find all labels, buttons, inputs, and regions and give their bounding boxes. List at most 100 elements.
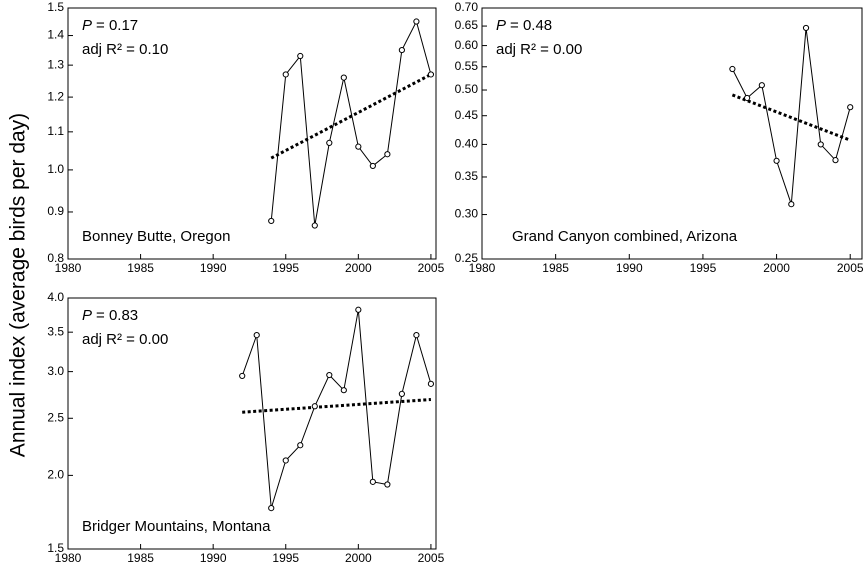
site-label: Bonney Butte, Oregon [82, 228, 230, 245]
series [729, 24, 854, 208]
data-line [241, 309, 432, 509]
trend-line [242, 398, 432, 414]
y-tick-label: 3.5 [47, 324, 64, 338]
data-point [832, 157, 839, 164]
y-tick-label: 1.5 [47, 0, 64, 14]
site-label: Bridger Mountains, Montana [82, 518, 271, 535]
x-tick-label: 2005 [418, 261, 445, 275]
data-point [355, 306, 362, 313]
y-tick-label: 0.70 [455, 0, 479, 14]
y-tick-label: 0.60 [455, 38, 479, 52]
data-point [384, 481, 391, 488]
data-point [355, 143, 362, 150]
y-tick-label: 1.3 [47, 57, 64, 71]
x-tick-label: 2000 [763, 261, 790, 275]
trend-line [270, 73, 432, 160]
x-tick-label: 1985 [542, 261, 569, 275]
y-tick-label: 1.1 [47, 124, 64, 138]
data-point [817, 141, 824, 148]
x-tick-label: 2000 [345, 261, 372, 275]
plot-frame [67, 7, 437, 260]
y-tick-label: 1.4 [47, 28, 64, 42]
y-tick-label: 0.40 [455, 137, 479, 151]
p-value: P = 0.17 [82, 17, 138, 34]
data-point [326, 139, 333, 146]
data-point [311, 403, 318, 410]
y-tick-label: 0.55 [455, 59, 479, 73]
x-tick-label: 1980 [469, 261, 496, 275]
data-point [788, 201, 795, 208]
series [239, 306, 435, 512]
y-tick-label: 0.50 [455, 82, 479, 96]
p-value: P = 0.83 [82, 307, 138, 324]
site-label: Grand Canyon combined, Arizona [512, 228, 738, 245]
data-point [239, 372, 246, 380]
y-tick-label: 3.0 [47, 364, 64, 378]
x-tick-label: 2005 [418, 551, 445, 565]
data-point [268, 504, 275, 512]
data-point [311, 222, 318, 229]
x-tick-label: 2000 [345, 551, 372, 565]
y-tick-label: 4.0 [47, 290, 64, 304]
x-tick-label: 1985 [127, 261, 154, 275]
y-tick-label: 2.5 [47, 410, 64, 424]
p-symbol: P [496, 17, 506, 34]
x-tick-label: 1995 [690, 261, 717, 275]
y-tick-label: 0.30 [455, 207, 479, 221]
data-point [340, 74, 347, 81]
x-tick-label: 1990 [616, 261, 643, 275]
x-tick-label: 1990 [200, 261, 227, 275]
data-point [282, 71, 289, 78]
plot-frame [481, 7, 863, 260]
data-point [369, 478, 376, 485]
data-point [297, 442, 304, 449]
data-point [340, 387, 347, 394]
data-point [384, 151, 391, 158]
data-line [270, 20, 432, 226]
p-value: P = 0.48 [496, 17, 552, 34]
trend-line [731, 93, 851, 142]
p-symbol: P [82, 307, 92, 324]
data-point [297, 52, 304, 60]
plot-frame [67, 297, 437, 550]
p-symbol: P [82, 17, 92, 34]
y-tick-label: 2.0 [47, 468, 64, 482]
x-tick-label: 1980 [55, 261, 82, 275]
data-point [282, 457, 289, 464]
r2-value: adj R² = 0.00 [82, 331, 168, 348]
y-tick-label: 0.45 [455, 108, 479, 122]
y-tick-label: 0.25 [455, 251, 479, 265]
y-tick-label: 0.9 [47, 204, 64, 218]
y-tick-label: 0.65 [455, 18, 479, 32]
p-text: = 0.83 [96, 307, 138, 324]
data-point [427, 71, 435, 78]
data-point [729, 65, 736, 73]
x-tick-label: 1990 [200, 551, 227, 565]
data-point [744, 94, 751, 102]
data-point [773, 157, 780, 164]
x-tick-label: 1985 [127, 551, 154, 565]
y-tick-label: 1.5 [47, 541, 64, 555]
series [268, 18, 435, 229]
data-point [398, 390, 405, 397]
data-point [802, 24, 810, 32]
r2-value: adj R² = 0.00 [496, 41, 582, 58]
y-tick-label: 0.8 [47, 251, 64, 265]
data-point [268, 217, 275, 225]
data-point [398, 46, 405, 54]
y-tick-label: 0.35 [455, 169, 479, 183]
data-point [253, 332, 260, 339]
data-point [847, 104, 854, 111]
data-point [758, 82, 765, 89]
x-tick-label: 1980 [55, 551, 82, 565]
r2-value: adj R² = 0.10 [82, 41, 168, 58]
y-tick-label: 1.0 [47, 162, 64, 176]
x-tick-label: 2005 [837, 261, 864, 275]
y-axis-label: Annual index (average birds per day) [7, 113, 30, 457]
x-tick-label: 1995 [272, 551, 299, 565]
data-point [413, 18, 420, 25]
data-point [413, 332, 420, 339]
data-point [326, 371, 333, 379]
y-tick-label: 1.2 [47, 89, 64, 103]
